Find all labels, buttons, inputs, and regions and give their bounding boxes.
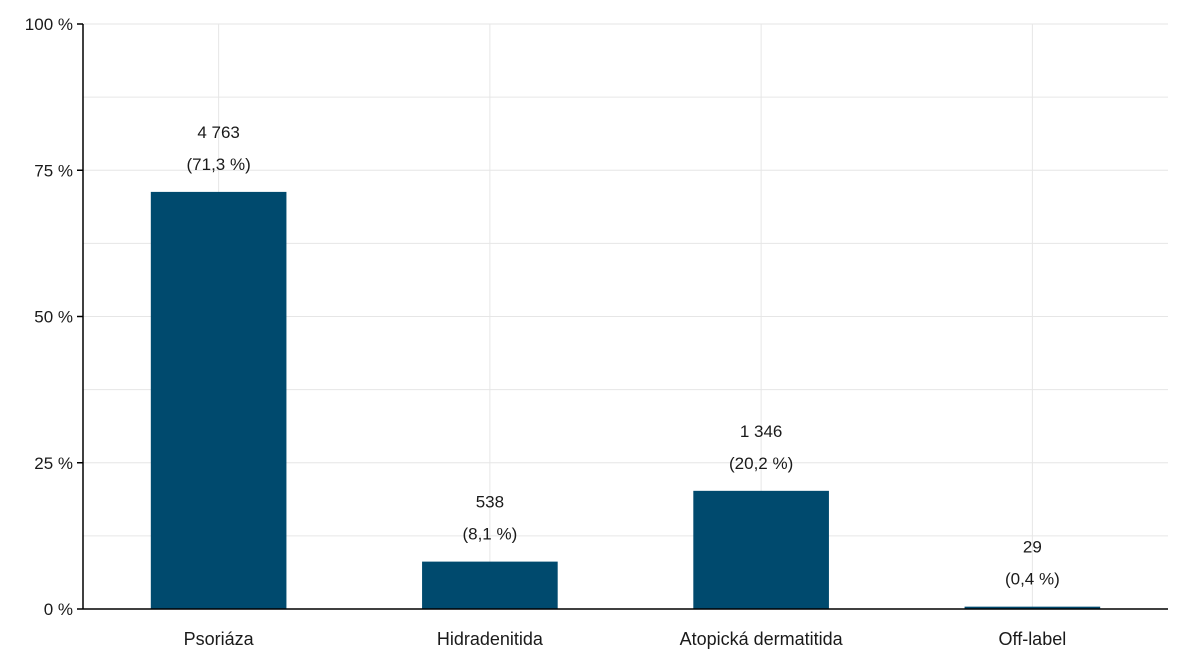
bars bbox=[150, 191, 1101, 609]
data-label-count: 29 bbox=[1023, 538, 1042, 557]
data-label-count: 1 346 bbox=[740, 422, 783, 441]
y-tick-label: 0 % bbox=[44, 600, 73, 619]
data-label-percent: (0,4 %) bbox=[1005, 570, 1060, 589]
y-tick-label: 100 % bbox=[25, 15, 73, 34]
data-label-count: 538 bbox=[476, 493, 504, 512]
bar-2 bbox=[693, 490, 829, 609]
y-tick-label: 50 % bbox=[34, 308, 73, 327]
data-label-count: 4 763 bbox=[197, 123, 240, 142]
data-label-percent: (71,3 %) bbox=[187, 155, 251, 174]
y-tick-label: 25 % bbox=[34, 454, 73, 473]
bar-1 bbox=[422, 561, 558, 609]
x-tick-label: Psoriáza bbox=[184, 629, 255, 649]
axes bbox=[77, 23, 1168, 610]
x-tick-labels: Psoriáza Hidradenitida Atopická dermatitid… bbox=[184, 629, 1067, 649]
bar-0 bbox=[150, 191, 287, 609]
x-tick-label: Hidradenitida bbox=[437, 629, 544, 649]
data-label-percent: (8,1 %) bbox=[462, 525, 517, 544]
x-tick-label: Off-label bbox=[999, 629, 1067, 649]
data-label-percent: (20,2 %) bbox=[729, 454, 793, 473]
data-labels: 4 763 (71,3 %) 538 (8,1 %) 1 346 (20,2 %) 29 (0… bbox=[187, 123, 1060, 589]
y-tick-labels: 0 % 25 % 50 % 75 % 100 % bbox=[25, 15, 73, 619]
y-tick-label: 75 % bbox=[34, 161, 73, 180]
x-tick-label: Atopická dermatitida bbox=[680, 629, 844, 649]
bar-3 bbox=[964, 606, 1101, 609]
